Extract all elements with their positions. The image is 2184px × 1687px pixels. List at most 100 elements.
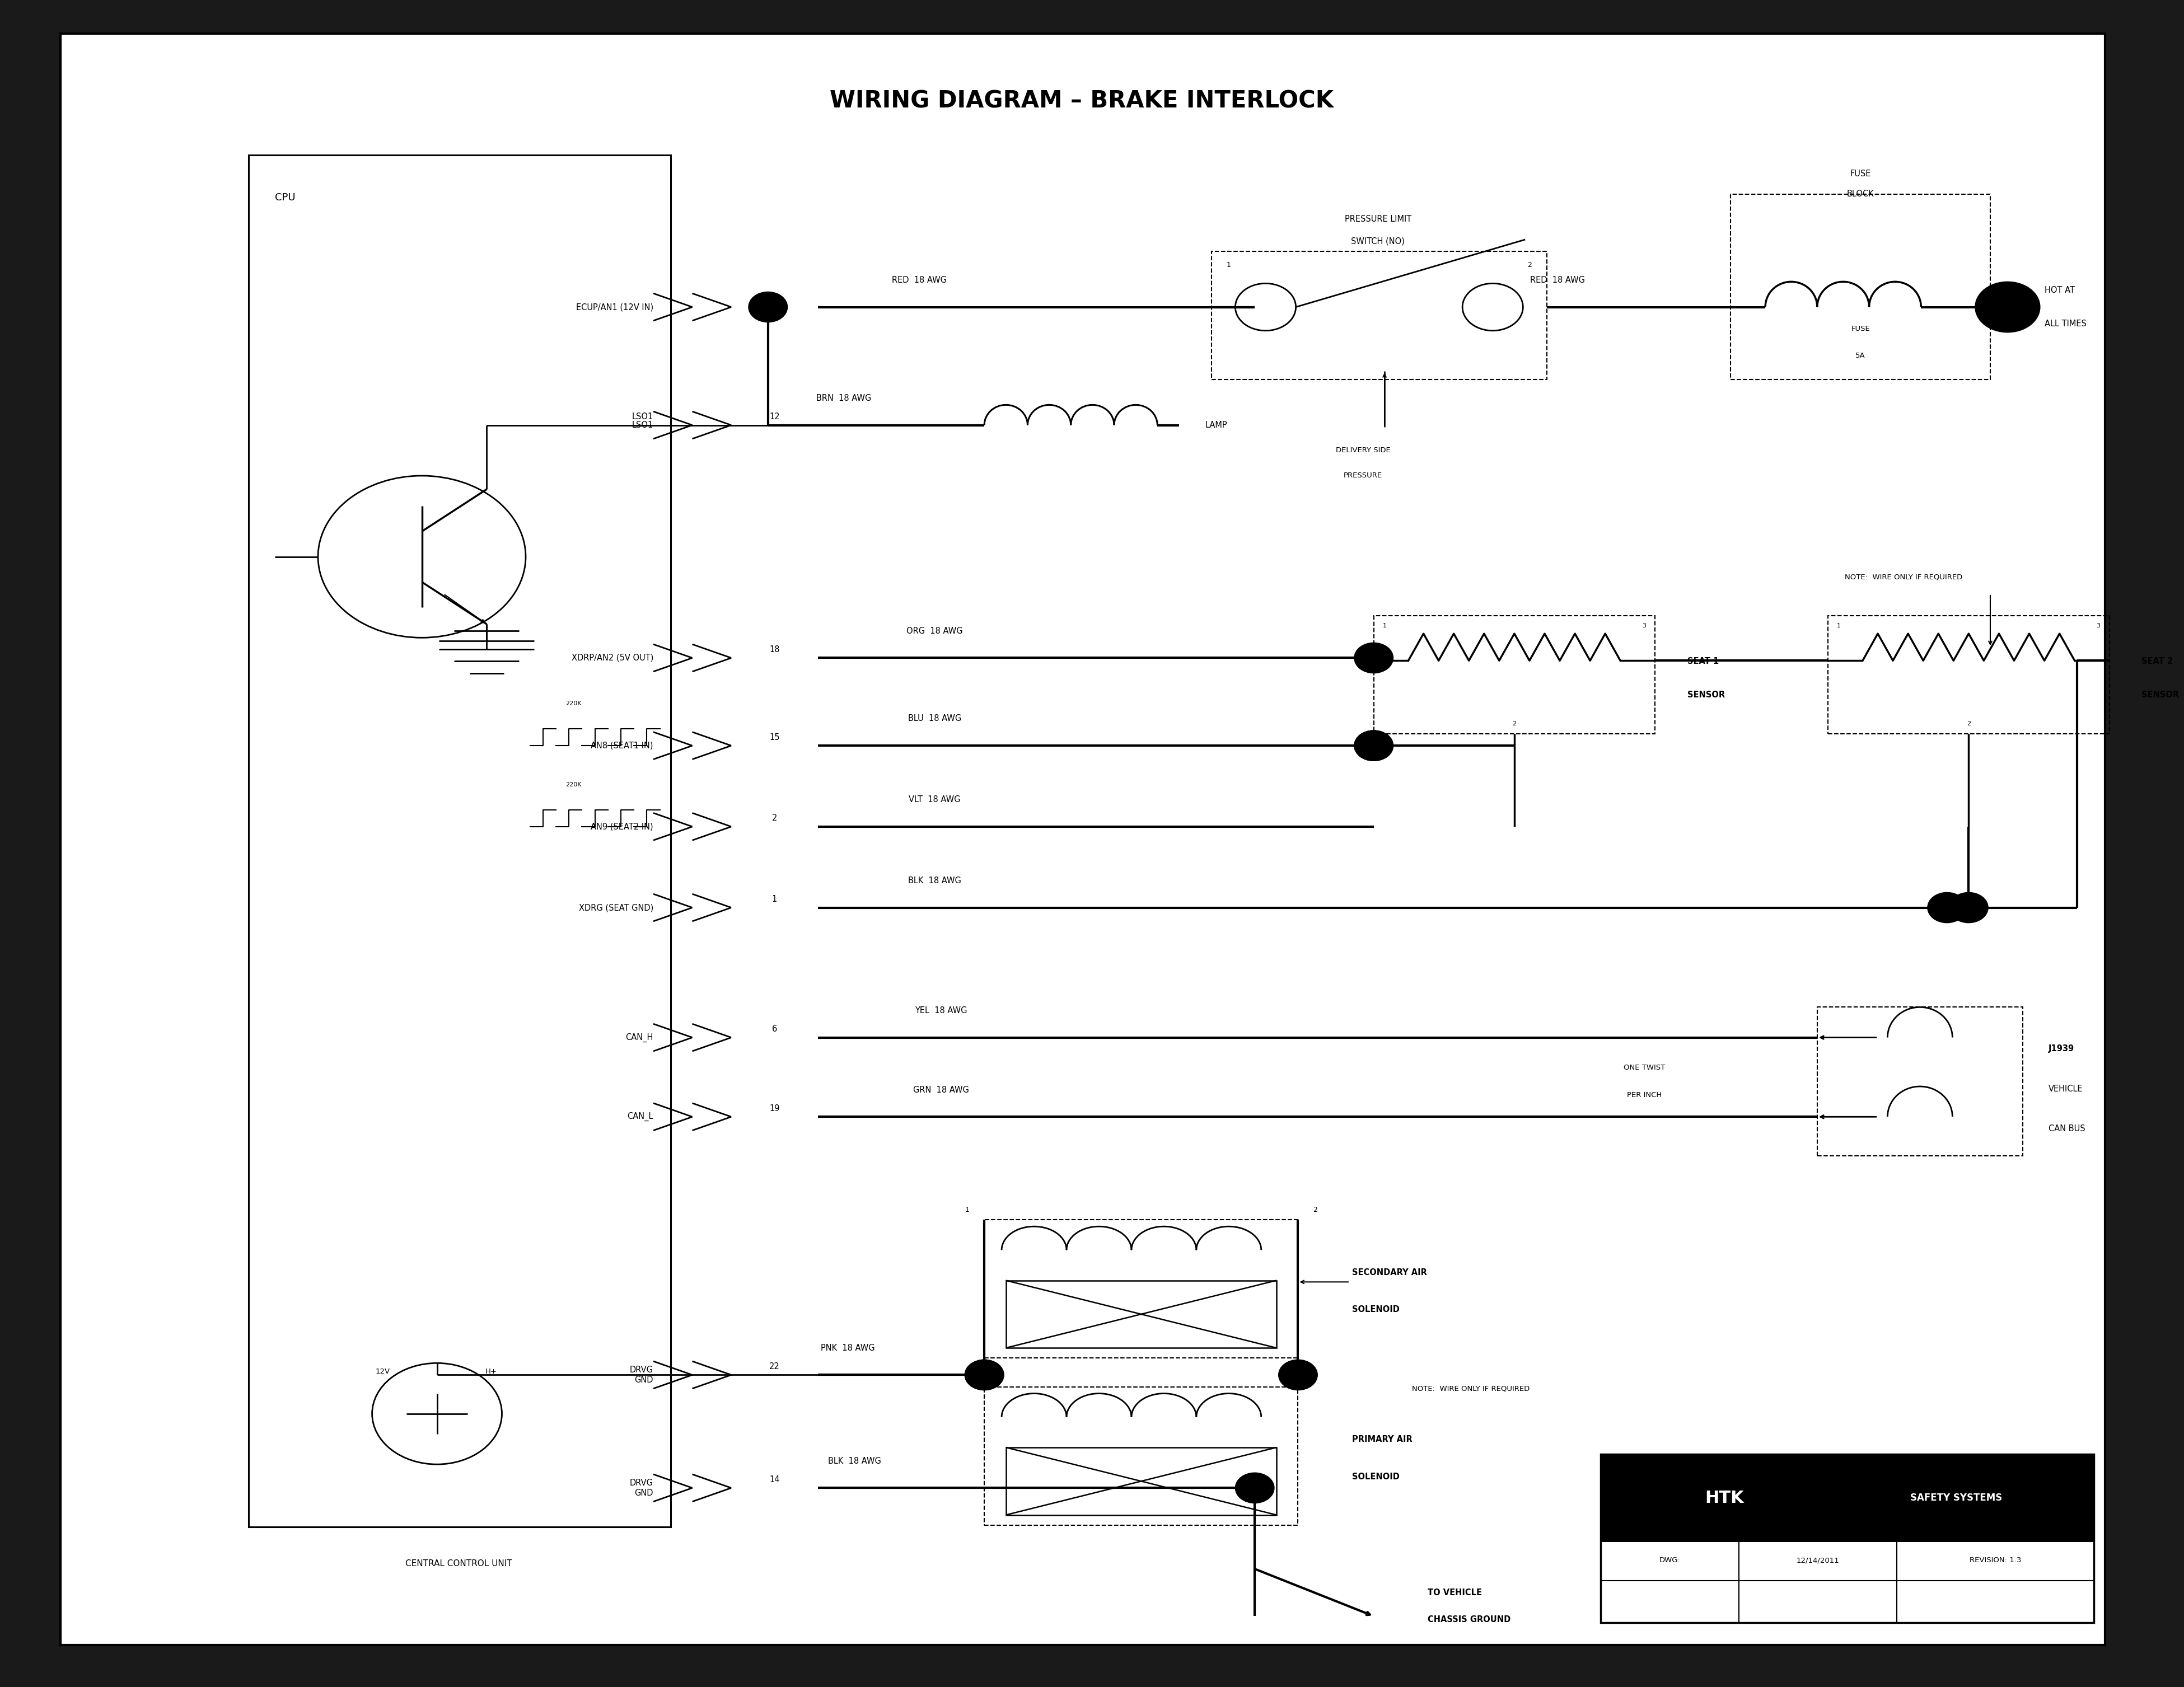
Text: H+: H+	[485, 1368, 498, 1375]
Bar	[249, 155, 670, 1527]
Text: 2: 2	[1966, 720, 1970, 727]
Text: BRN  18 AWG: BRN 18 AWG	[817, 395, 871, 402]
Text: YEL  18 AWG: YEL 18 AWG	[915, 1007, 968, 1014]
Text: 1: 1	[1837, 623, 1841, 629]
Text: 2: 2	[1511, 720, 1516, 727]
Circle shape	[965, 1360, 1005, 1390]
Text: LSO1: LSO1	[631, 422, 653, 428]
Text: 12/14/2011: 12/14/2011	[1797, 1557, 1839, 1564]
Bar	[1601, 1454, 2094, 1542]
Text: 2: 2	[1527, 261, 1531, 268]
Text: VLT  18 AWG: VLT 18 AWG	[909, 796, 961, 803]
Circle shape	[1354, 730, 1393, 761]
Bar	[1817, 1007, 2022, 1156]
Text: BLOCK: BLOCK	[1848, 191, 1874, 197]
Text: DRVG
GND: DRVG GND	[629, 1366, 653, 1383]
Text: 14: 14	[769, 1476, 780, 1483]
Text: 1: 1	[1382, 623, 1387, 629]
Bar	[985, 1387, 1297, 1525]
Text: SWITCH (NO): SWITCH (NO)	[1352, 238, 1404, 245]
Text: DELIVERY SIDE: DELIVERY SIDE	[1337, 447, 1391, 454]
Circle shape	[965, 1360, 1005, 1390]
Text: ALL TIMES: ALL TIMES	[2044, 321, 2086, 327]
Text: 19: 19	[769, 1105, 780, 1112]
Text: RED  18 AWG: RED 18 AWG	[891, 277, 948, 283]
Circle shape	[1354, 643, 1393, 673]
Circle shape	[749, 292, 788, 322]
Text: PRESSURE LIMIT: PRESSURE LIMIT	[1345, 216, 1411, 223]
Text: WIRING DIAGRAM – BRAKE INTERLOCK: WIRING DIAGRAM – BRAKE INTERLOCK	[830, 89, 1334, 113]
Text: SENSOR: SENSOR	[2143, 692, 2180, 698]
Text: HTK: HTK	[1706, 1490, 1743, 1506]
Text: SAFETY SYSTEMS: SAFETY SYSTEMS	[1911, 1493, 2003, 1503]
Text: 2: 2	[1313, 1206, 1317, 1213]
Text: SEAT 1: SEAT 1	[1688, 658, 1719, 665]
Text: 18: 18	[769, 646, 780, 653]
Text: SENSOR: SENSOR	[1688, 692, 1725, 698]
Text: 220K: 220K	[566, 781, 581, 788]
Circle shape	[1236, 1473, 1273, 1503]
Text: 1: 1	[965, 1206, 970, 1213]
Text: ORG  18 AWG: ORG 18 AWG	[906, 628, 963, 634]
Text: AN9 (SEAT2 IN): AN9 (SEAT2 IN)	[592, 823, 653, 830]
Circle shape	[1354, 730, 1393, 761]
Bar	[1374, 616, 1655, 734]
Circle shape	[1928, 892, 1966, 923]
Text: HOT AT: HOT AT	[2044, 287, 2075, 294]
Text: FUSE: FUSE	[1850, 170, 1872, 177]
Text: SECONDARY AIR: SECONDARY AIR	[1352, 1269, 1426, 1277]
Text: DWG:: DWG:	[1660, 1557, 1679, 1564]
Text: 2: 2	[771, 815, 778, 822]
Text: 220K: 220K	[566, 700, 581, 707]
Text: GRN  18 AWG: GRN 18 AWG	[913, 1086, 970, 1093]
Text: REVISION: 1.3: REVISION: 1.3	[1970, 1557, 2022, 1564]
Text: PNK  18 AWG: PNK 18 AWG	[821, 1345, 876, 1351]
Text: CENTRAL CONTROL UNIT: CENTRAL CONTROL UNIT	[406, 1560, 511, 1567]
Text: CHASSIS GROUND: CHASSIS GROUND	[1428, 1616, 1511, 1623]
Bar	[985, 1220, 1297, 1358]
Text: SOLENOID: SOLENOID	[1352, 1306, 1400, 1314]
Text: VEHICLE: VEHICLE	[2049, 1085, 2084, 1093]
Text: 2: 2	[1313, 1373, 1317, 1380]
Text: PRESSURE: PRESSURE	[1343, 472, 1382, 479]
Text: 13: 13	[769, 295, 780, 302]
Text: CPU: CPU	[275, 192, 295, 202]
Bar	[1730, 194, 1990, 380]
Text: BLU  18 AWG: BLU 18 AWG	[909, 715, 961, 722]
Text: CAN_L: CAN_L	[627, 1112, 653, 1122]
Text: CAN BUS: CAN BUS	[2049, 1125, 2086, 1134]
Circle shape	[1948, 892, 1987, 923]
Text: FUSE: FUSE	[1852, 326, 1870, 332]
Text: 1: 1	[965, 1373, 970, 1380]
Circle shape	[1974, 282, 2040, 332]
Text: BLK  18 AWG: BLK 18 AWG	[909, 877, 961, 884]
Text: SOLENOID: SOLENOID	[1352, 1473, 1400, 1481]
Text: BLK  18 AWG: BLK 18 AWG	[828, 1458, 880, 1464]
Text: LSO1: LSO1	[631, 413, 653, 420]
Text: XDRG (SEAT GND): XDRG (SEAT GND)	[579, 904, 653, 911]
Text: ONE TWIST: ONE TWIST	[1623, 1064, 1664, 1071]
Text: J1939: J1939	[2049, 1044, 2075, 1053]
Text: 3: 3	[1642, 623, 1647, 629]
Text: ECUP/AN1 (12V IN): ECUP/AN1 (12V IN)	[577, 304, 653, 310]
Text: LAMP: LAMP	[1206, 422, 1227, 428]
Text: RED  18 AWG: RED 18 AWG	[1531, 277, 1586, 283]
Text: TO VEHICLE: TO VEHICLE	[1428, 1589, 1483, 1596]
Text: 12: 12	[769, 413, 780, 420]
Text: 5A: 5A	[1856, 353, 1865, 359]
Text: XDRP/AN2 (5V OUT): XDRP/AN2 (5V OUT)	[572, 655, 653, 661]
Text: 15: 15	[769, 734, 780, 741]
Text: PER INCH: PER INCH	[1627, 1091, 1662, 1098]
Text: NOTE:  WIRE ONLY IF REQUIRED: NOTE: WIRE ONLY IF REQUIRED	[1413, 1385, 1531, 1392]
Circle shape	[1278, 1360, 1317, 1390]
Text: 3: 3	[2097, 623, 2101, 629]
Text: CAN_H: CAN_H	[625, 1032, 653, 1043]
Bar	[1007, 1447, 1275, 1515]
Text: 1: 1	[1227, 261, 1232, 268]
Bar	[1601, 1454, 2094, 1623]
Bar	[1212, 251, 1546, 380]
Text: 22: 22	[769, 1363, 780, 1370]
Text: DRVG
GND: DRVG GND	[629, 1479, 653, 1496]
Text: PRIMARY AIR: PRIMARY AIR	[1352, 1436, 1413, 1444]
Text: 1: 1	[771, 896, 778, 903]
